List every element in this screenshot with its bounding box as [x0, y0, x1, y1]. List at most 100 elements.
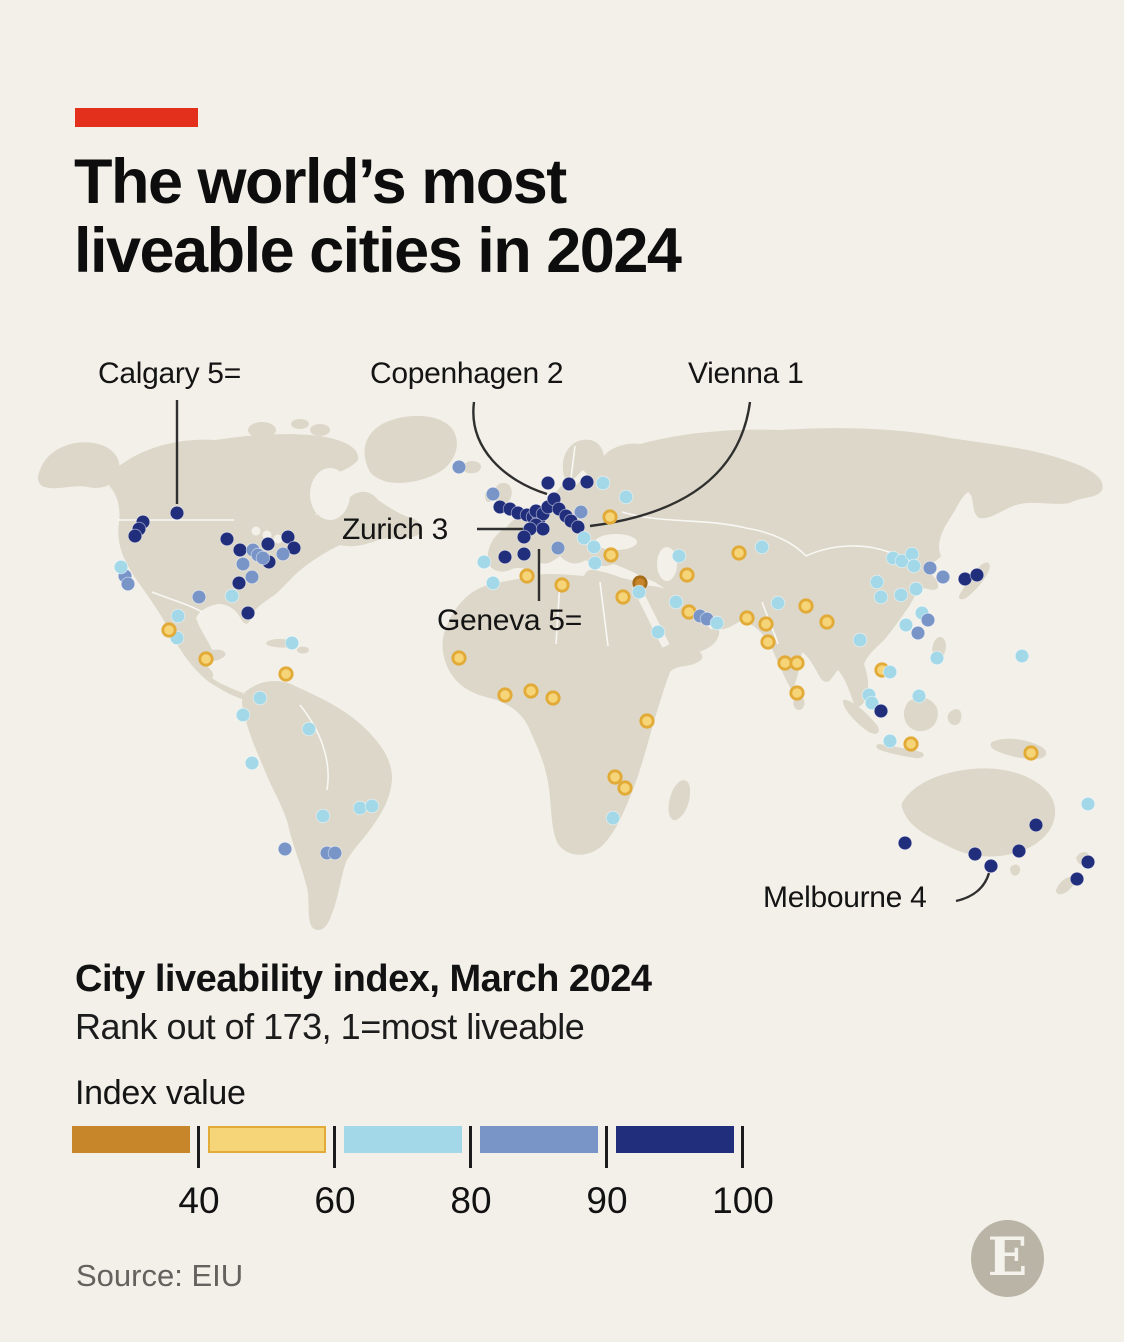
- city-dot-60-80: [906, 558, 922, 574]
- city-dot-40-60: [789, 685, 805, 701]
- page-title: The world’s most liveable cities in 2024: [74, 147, 682, 287]
- city-dot-60-80: [476, 554, 492, 570]
- leader-line: [589, 401, 752, 528]
- city-dot-60-80: [224, 588, 240, 604]
- legend-tick-label: 80: [450, 1180, 492, 1221]
- legend-tick: [469, 1126, 472, 1168]
- city-dot-90-100: [286, 540, 302, 556]
- city-dot-80-90: [255, 550, 271, 566]
- world-map-svg: [37, 400, 1103, 931]
- city-dot-60-80: [586, 539, 602, 555]
- city-dot-80-90: [910, 625, 926, 641]
- city-dot-90-100: [1069, 871, 1085, 887]
- city-dot-80-90: [922, 560, 938, 576]
- city-dot-90-100: [127, 528, 143, 544]
- economist-logo-letter: E: [987, 1227, 1028, 1288]
- city-dot-90-100: [873, 703, 889, 719]
- city-dot-40-60: [278, 666, 294, 682]
- legend-swatch-60-80: [344, 1126, 462, 1153]
- city-dot-60-80: [235, 707, 251, 723]
- source-label: Source: EIU: [76, 1258, 244, 1293]
- city-dot-40-60: [523, 683, 539, 699]
- city-dot-90-100: [897, 835, 913, 851]
- city-dot-80-90: [120, 576, 136, 592]
- city-dot-60-80: [882, 733, 898, 749]
- city-dot-90-100: [579, 474, 595, 490]
- city-dot-90-100: [540, 475, 556, 491]
- city-dot-60-80: [618, 489, 634, 505]
- city-dot-40-60: [497, 687, 513, 703]
- city-dot-90-100: [570, 519, 586, 535]
- city-dot-40-60: [545, 690, 561, 706]
- legend-tick-label: 60: [314, 1180, 356, 1221]
- landmasses: [37, 415, 1103, 931]
- city-dot-90-100: [169, 505, 185, 521]
- city-annotation-label: Vienna 1: [688, 357, 804, 390]
- city-dot-60-80: [576, 530, 592, 546]
- city-dot-60-80: [904, 546, 920, 562]
- city-dot-60-80: [908, 581, 924, 597]
- city-dot-90-100: [219, 531, 235, 547]
- city-dot-60-80: [882, 664, 898, 680]
- city-dot-60-80: [864, 695, 880, 711]
- city-dot-60-80: [485, 575, 501, 591]
- legend-tick: [741, 1126, 744, 1168]
- city-dot-60-80: [315, 808, 331, 824]
- city-dot-60-80: [709, 615, 725, 631]
- economist-red-bar: [75, 108, 198, 127]
- city-dot-60-80: [668, 594, 684, 610]
- city-dot-60-80: [650, 624, 666, 640]
- city-dot-40-60: [451, 650, 467, 666]
- city-dot-40-60: [789, 655, 805, 671]
- city-dot-60-80: [671, 548, 687, 564]
- city-dot-60-80: [754, 539, 770, 555]
- city-dot-80-90: [935, 569, 951, 585]
- city-dot-90-100: [983, 858, 999, 874]
- city-dot-60-80: [898, 617, 914, 633]
- city-dot-60-80: [352, 800, 368, 816]
- legend-tick: [197, 1126, 200, 1168]
- city-dot-90-100: [967, 846, 983, 862]
- city-dot-40-60: [819, 614, 835, 630]
- city-dot-40-60: [777, 655, 793, 671]
- city-dot-60-80: [1080, 796, 1096, 812]
- city-dot-80-90: [327, 845, 343, 861]
- city-dot-40-60: [198, 651, 214, 667]
- city-dot-90-100: [280, 529, 296, 545]
- annotation-leader-lines: [175, 400, 991, 903]
- city-dot-60-80: [873, 589, 889, 605]
- city-dot-40-60: [617, 780, 633, 796]
- city-dot-40-60: [519, 568, 535, 584]
- city-dot-90-100: [516, 546, 532, 562]
- city-dot-90-100: [1028, 817, 1044, 833]
- city-dot-60-80: [893, 587, 909, 603]
- city-dot-60-80: [244, 755, 260, 771]
- city-dot-60-80: [770, 595, 786, 611]
- legend-title: Index value: [75, 1074, 246, 1112]
- city-dot-80-90: [244, 569, 260, 585]
- city-dot-90-100: [497, 549, 513, 565]
- legend-tick: [333, 1126, 336, 1168]
- city-dot-60-80: [1014, 648, 1030, 664]
- city-dot-60-80: [113, 559, 129, 575]
- city-dot-60-80: [869, 574, 885, 590]
- legend-tick: [605, 1126, 608, 1168]
- city-dot-40-60: [731, 545, 747, 561]
- city-dot-40-60: [760, 634, 776, 650]
- city-dot-60-80: [929, 650, 945, 666]
- title-line-2: liveable cities in 2024: [74, 216, 682, 287]
- city-annotation-label: Zurich 3: [342, 513, 448, 546]
- city-dot-90-100: [535, 521, 551, 537]
- title-line-1: The world’s most: [74, 147, 567, 217]
- city-dot-40-60: [554, 577, 570, 593]
- city-dot-40-60: [639, 713, 655, 729]
- leader-line: [955, 872, 991, 903]
- city-dot-40-60: [903, 736, 919, 752]
- city-dot-60-80: [587, 555, 603, 571]
- chart-subtitle: Rank out of 173, 1=most liveable: [75, 1006, 585, 1047]
- city-dot-80-90: [277, 841, 293, 857]
- city-dot-80-90: [485, 486, 501, 502]
- city-dot-60-80: [631, 584, 647, 600]
- legend-swatch-90-100: [616, 1126, 734, 1153]
- city-dot-60-80: [911, 688, 927, 704]
